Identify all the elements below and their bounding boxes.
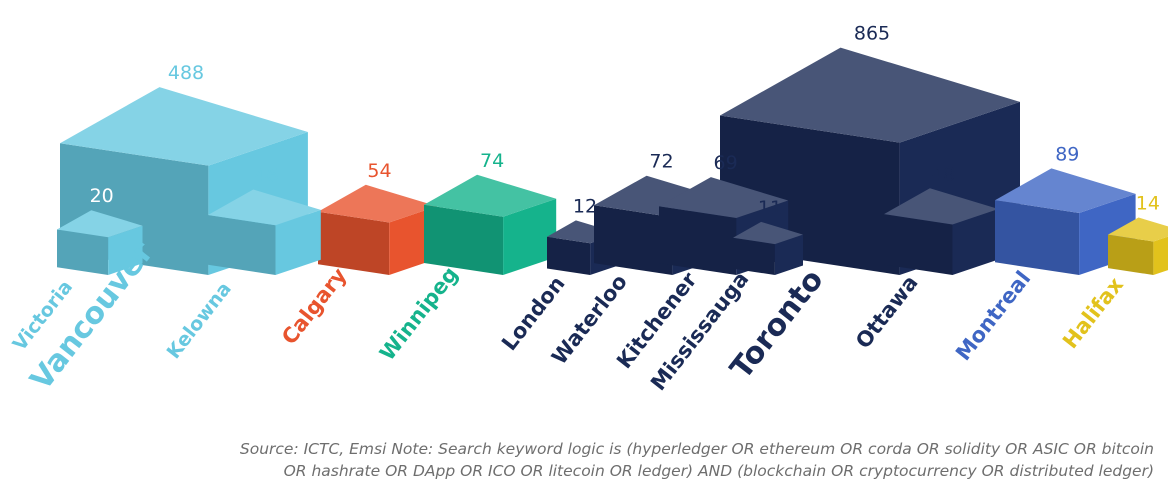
cube-calgary: 54 — [318, 160, 437, 275]
value-label-london: 12 — [573, 195, 597, 217]
cube-victoria-left-face — [57, 229, 109, 275]
source-note: Source: ICTC, Emsi Note: Search keyword … — [154, 438, 1154, 482]
cube-montreal-top-face — [995, 168, 1136, 213]
value-label-kelowna: 46 — [254, 165, 278, 187]
cube-kitchener-left-face — [659, 206, 737, 275]
source-note-line-1: Source: ICTC, Emsi Note: Search keyword … — [239, 440, 1154, 458]
cube-victoria-top-face — [57, 210, 143, 238]
value-label-winnipeg: 74 — [480, 150, 504, 172]
value-label-montreal: 89 — [1055, 143, 1079, 165]
value-label-toronto: 865 — [854, 23, 890, 45]
city-label-montreal: Montreal — [951, 267, 1035, 366]
cube-kelowna-left-face — [208, 215, 276, 275]
city-label-halifax: Halifax — [1058, 273, 1128, 354]
cube-winnipeg: 74 — [424, 150, 557, 275]
cube-kelowna-right-face — [275, 209, 321, 275]
cube-kitchener-top-face — [659, 177, 789, 218]
city-label-winnipeg: Winnipeg — [375, 262, 463, 365]
cube-waterloo-left-face — [594, 205, 673, 275]
cube-halifax-top-face — [1108, 217, 1168, 242]
cube-london-left-face — [547, 236, 591, 275]
cube-halifax: 14 — [1108, 193, 1168, 275]
value-label-kitchener: 69 — [714, 152, 738, 174]
value-label-waterloo: 72 — [649, 151, 673, 173]
cube-calgary-left-face — [318, 211, 390, 275]
cube-ottawa: 48 — [884, 163, 999, 275]
city-label-ottawa: Ottawa — [851, 271, 923, 353]
cube-victoria-right-face — [108, 225, 143, 275]
cube-ottawa-top-face — [884, 188, 999, 225]
cube-winnipeg-top-face — [424, 174, 557, 217]
cube-mississauga: 11 — [733, 197, 803, 275]
value-label-calgary: 54 — [367, 160, 391, 182]
cube-ottawa-left-face — [884, 214, 953, 275]
cube-halifax-left-face — [1108, 234, 1154, 275]
cube-ottawa-right-face — [952, 209, 999, 275]
source-note-line-2: OR hashrate OR DApp OR ICO OR litecoin O… — [283, 462, 1154, 480]
cube-kelowna: 46 — [208, 165, 321, 275]
cube-mississauga-right-face — [774, 234, 803, 275]
cube-kelowna-top-face — [208, 189, 321, 226]
cube-winnipeg-right-face — [503, 198, 557, 275]
value-label-ottawa: 48 — [931, 163, 955, 185]
value-label-halifax: 14 — [1136, 193, 1160, 215]
cube-toronto-top-face — [720, 47, 1020, 143]
value-label-victoria: 20 — [90, 185, 114, 207]
cube-winnipeg-left-face — [424, 204, 504, 275]
cube-victoria: 20 — [57, 185, 143, 275]
cube-montreal-left-face — [995, 200, 1080, 275]
value-label-mississauga: 11 — [758, 197, 782, 219]
value-label-vancouver: 488 — [168, 62, 204, 84]
city-label-calgary: Calgary — [277, 263, 352, 349]
cube-vancouver-top-face — [60, 87, 308, 166]
cube-halifax-right-face — [1153, 236, 1168, 275]
cube-mississauga-top-face — [733, 221, 803, 245]
cube-mississauga-left-face — [733, 237, 775, 275]
city-label-kelowna: Kelowna — [163, 278, 236, 363]
cube-calgary-top-face — [318, 184, 437, 223]
